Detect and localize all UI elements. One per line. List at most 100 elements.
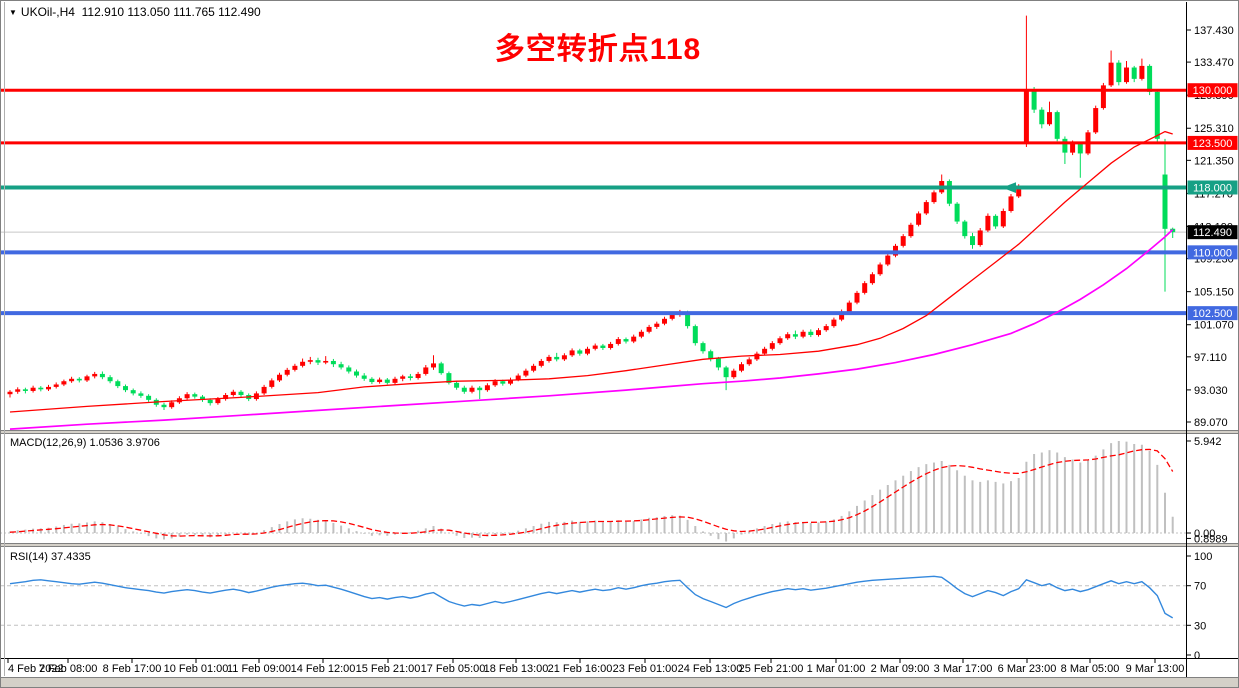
- panel-divider[interactable]: [0, 544, 1239, 546]
- candle-down: [38, 387, 44, 390]
- time-tick-label: 1 Mar 01:00: [807, 663, 866, 675]
- candle-up: [30, 387, 36, 391]
- candle-down: [577, 350, 583, 354]
- rsi-panel[interactable]: [0, 575, 1186, 626]
- rsi-tick-label: 30: [1194, 620, 1206, 632]
- candle-up: [307, 360, 313, 362]
- candle-up: [1100, 85, 1106, 109]
- candle-up: [777, 338, 783, 344]
- candle-up: [515, 375, 521, 380]
- candle-up: [869, 274, 875, 284]
- time-tick-label: 11 Feb 09:00: [227, 663, 291, 675]
- candle-up: [585, 348, 590, 354]
- candle-down: [500, 381, 506, 384]
- candle-down: [1131, 67, 1137, 79]
- price-tick-label: 125.310: [1194, 123, 1234, 135]
- candle-up: [323, 360, 329, 363]
- macd-panel[interactable]: [0, 441, 1186, 542]
- candle-down: [123, 386, 128, 391]
- candle-down: [715, 358, 721, 368]
- candle-down: [22, 389, 28, 391]
- price-tick-label: 121.350: [1194, 155, 1234, 167]
- time-tick-label: 21 Feb 16:00: [548, 663, 613, 675]
- candle-up: [854, 292, 860, 303]
- current-price-badge-text: 112.490: [1193, 227, 1232, 239]
- panel-divider[interactable]: [0, 431, 1239, 433]
- candle-up: [469, 387, 475, 392]
- panel-divider[interactable]: [0, 433, 1239, 434]
- candle-down: [792, 334, 798, 337]
- candle-down: [369, 378, 375, 383]
- candle-down: [361, 375, 367, 379]
- symbol-header: ▼ UKOil-,H4 112.910 113.050 111.765 112.4…: [9, 5, 261, 19]
- candle-up: [731, 370, 737, 378]
- candle-down: [993, 215, 999, 227]
- candle-down: [99, 373, 105, 378]
- time-tick-label: 3 Mar 17:00: [934, 663, 993, 675]
- panel-divider[interactable]: [0, 543, 1239, 544]
- candle-up: [223, 395, 229, 400]
- candle-down: [1039, 109, 1045, 125]
- rsi-tick-label: 70: [1194, 581, 1206, 593]
- candle-up: [523, 370, 529, 376]
- candle-down: [1116, 62, 1122, 83]
- price-tick-label: 101.070: [1194, 320, 1234, 332]
- candle-up: [931, 192, 937, 203]
- price-axis[interactable]: 137.430133.470129.390125.310121.350117.2…: [1186, 25, 1238, 662]
- ma-fast-line: [9, 130, 1173, 413]
- candle-down: [146, 395, 152, 400]
- rsi-tick-label: 100: [1194, 551, 1212, 563]
- candle-down: [438, 363, 444, 374]
- candle-up: [800, 331, 806, 337]
- candle-up: [923, 202, 929, 214]
- macd-tick-label: 0.8989: [1194, 533, 1228, 545]
- candle-up: [46, 386, 51, 390]
- candle-up: [754, 353, 760, 360]
- time-tick-label: 8 Mar 05:00: [1061, 663, 1120, 675]
- price-tick-label: 89.070: [1194, 417, 1228, 429]
- candle-down: [384, 379, 390, 383]
- time-tick-label: 25 Feb 21:00: [739, 663, 804, 675]
- price-badge-102.500-text: 102.500: [1193, 308, 1233, 320]
- candle-up: [69, 378, 75, 382]
- candle-down: [115, 381, 121, 387]
- candle-up: [215, 399, 221, 404]
- price-tick-label: 137.430: [1194, 25, 1234, 37]
- price-badge-110.000-text: 110.000: [1193, 247, 1232, 259]
- chart-annotation-text[interactable]: 多空转折点118: [494, 33, 702, 66]
- macd-signal-line: [9, 448, 1174, 537]
- panel-divider[interactable]: [0, 546, 1239, 547]
- panel-divider[interactable]: [0, 430, 1239, 431]
- candle-up: [508, 379, 513, 384]
- price-badge-102.500: [1187, 306, 1238, 321]
- candle-up: [84, 376, 90, 381]
- candle-up: [15, 389, 21, 392]
- candle-down: [692, 326, 698, 344]
- candle-down: [354, 371, 359, 376]
- candle-up: [1008, 196, 1014, 212]
- candle-down: [200, 396, 205, 400]
- candle-up: [484, 385, 490, 391]
- candle-down: [330, 360, 336, 365]
- candle-down: [207, 399, 213, 404]
- candle-up: [230, 391, 236, 396]
- candle-down: [338, 364, 344, 368]
- candle-up: [638, 331, 644, 337]
- candle-down: [623, 339, 629, 342]
- symbol-dropdown-icon[interactable]: ▼: [9, 8, 17, 17]
- candle-up: [916, 213, 922, 225]
- candle-down: [446, 373, 452, 383]
- candle-up: [431, 363, 436, 368]
- candle-up: [654, 323, 660, 327]
- time-tick-label: 6 Mar 23:00: [998, 663, 1057, 675]
- candle-down: [107, 377, 113, 382]
- main-price-panel[interactable]: [0, 15, 1186, 430]
- candle-up: [1124, 67, 1129, 83]
- candle-up: [592, 345, 598, 349]
- candle-down: [138, 393, 144, 396]
- candle-up: [839, 311, 845, 320]
- candle-up: [631, 336, 637, 342]
- candle-up: [300, 361, 306, 366]
